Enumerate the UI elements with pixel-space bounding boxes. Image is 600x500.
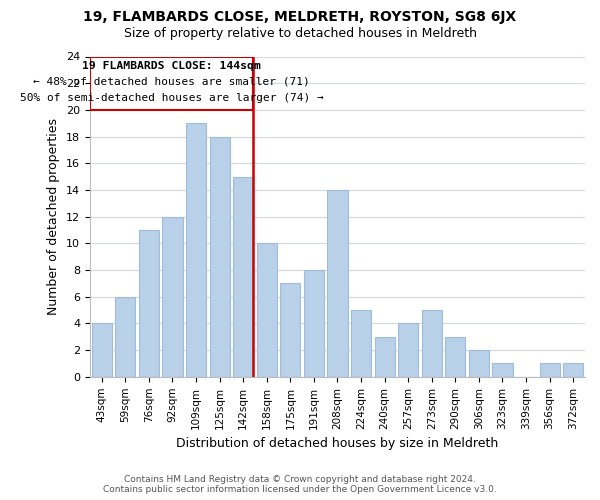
Bar [328, 190, 347, 377]
Bar [304, 270, 324, 377]
Bar [209, 136, 230, 377]
FancyBboxPatch shape [91, 56, 253, 110]
Bar [445, 337, 466, 377]
Bar [115, 296, 136, 377]
Text: Contains HM Land Registry data © Crown copyright and database right 2024.: Contains HM Land Registry data © Crown c… [124, 475, 476, 484]
Text: Size of property relative to detached houses in Meldreth: Size of property relative to detached ho… [124, 28, 476, 40]
Bar [422, 310, 442, 377]
Bar [280, 284, 301, 377]
Bar [493, 364, 512, 377]
Y-axis label: Number of detached properties: Number of detached properties [47, 118, 61, 315]
Text: 50% of semi-detached houses are larger (74) →: 50% of semi-detached houses are larger (… [20, 93, 324, 103]
Bar [351, 310, 371, 377]
Text: 19, FLAMBARDS CLOSE, MELDRETH, ROYSTON, SG8 6JX: 19, FLAMBARDS CLOSE, MELDRETH, ROYSTON, … [83, 10, 517, 24]
Bar [374, 337, 395, 377]
Bar [257, 244, 277, 377]
Bar [163, 216, 182, 377]
Bar [469, 350, 489, 377]
Bar [563, 364, 583, 377]
Bar [186, 123, 206, 377]
Bar [539, 364, 560, 377]
X-axis label: Distribution of detached houses by size in Meldreth: Distribution of detached houses by size … [176, 437, 499, 450]
Text: 19 FLAMBARDS CLOSE: 144sqm: 19 FLAMBARDS CLOSE: 144sqm [82, 61, 261, 71]
Bar [92, 324, 112, 377]
Bar [233, 176, 253, 377]
Text: ← 48% of detached houses are smaller (71): ← 48% of detached houses are smaller (71… [34, 77, 310, 87]
Bar [398, 324, 418, 377]
Bar [139, 230, 159, 377]
Text: Contains public sector information licensed under the Open Government Licence v3: Contains public sector information licen… [103, 484, 497, 494]
